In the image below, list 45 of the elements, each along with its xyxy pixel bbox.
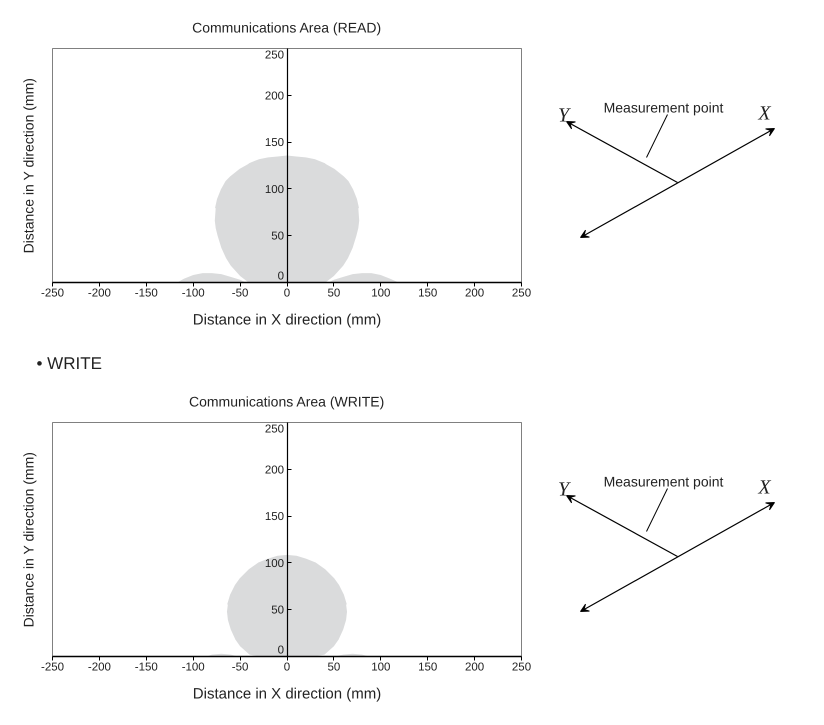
y-tick-label: 150: [264, 511, 284, 524]
x-axis-title: Distance in X direction (mm): [192, 312, 382, 328]
y-tick-label: 100: [264, 558, 284, 570]
x-tick-label: 150: [418, 662, 438, 674]
y-tick-label: 0: [278, 270, 284, 282]
y-tick-label: 250: [264, 424, 284, 436]
y-tick-label: 150: [264, 137, 284, 150]
y-axis-title: Distance in Y direction (mm): [20, 452, 36, 628]
x-tick-label: -200: [88, 662, 111, 674]
x-tick-label: 250: [512, 662, 532, 674]
x-tick-label: 200: [465, 662, 484, 674]
chart-title: Communications Area (WRITE): [188, 394, 384, 410]
x-tick-label: 100: [371, 662, 390, 674]
y-tick-label: 100: [264, 184, 284, 196]
x-tick-label: -150: [134, 662, 158, 674]
y-tick-label: 0: [278, 644, 284, 656]
text: Measurement point: [604, 100, 724, 116]
text: • WRITE: [36, 354, 102, 373]
y-tick-label: 50: [271, 604, 284, 617]
x-axis-title: Distance in X direction (mm): [192, 686, 382, 702]
text: X: [757, 102, 772, 124]
x-tick-label: -50: [232, 288, 248, 300]
x-tick-label: 50: [328, 288, 340, 300]
x-tick-label: 250: [512, 288, 532, 300]
y-tick-label: 50: [271, 230, 284, 243]
y-tick-label: 200: [264, 90, 284, 102]
x-tick-label: -150: [134, 288, 158, 300]
text: Y: [558, 478, 571, 500]
x-tick-label: -250: [40, 662, 64, 674]
x-tick-label: 100: [371, 288, 390, 300]
x-tick-label: 200: [465, 288, 484, 300]
y-tick-label: 250: [264, 50, 284, 62]
x-tick-label: -200: [88, 288, 111, 300]
x-tick-label: 50: [328, 662, 340, 674]
y-tick-label: 200: [264, 464, 284, 476]
x-tick-label: -100: [182, 288, 205, 300]
text: X: [757, 476, 772, 498]
x-tick-label: 150: [418, 288, 438, 300]
chart-title: Communications Area (READ): [192, 20, 382, 36]
x-tick-label: -100: [182, 662, 205, 674]
y-axis-title: Distance in Y direction (mm): [20, 78, 36, 254]
x-tick-label: -50: [232, 662, 248, 674]
text: Y: [558, 104, 571, 126]
text: Measurement point: [604, 474, 724, 490]
x-tick-label: -250: [40, 288, 64, 300]
